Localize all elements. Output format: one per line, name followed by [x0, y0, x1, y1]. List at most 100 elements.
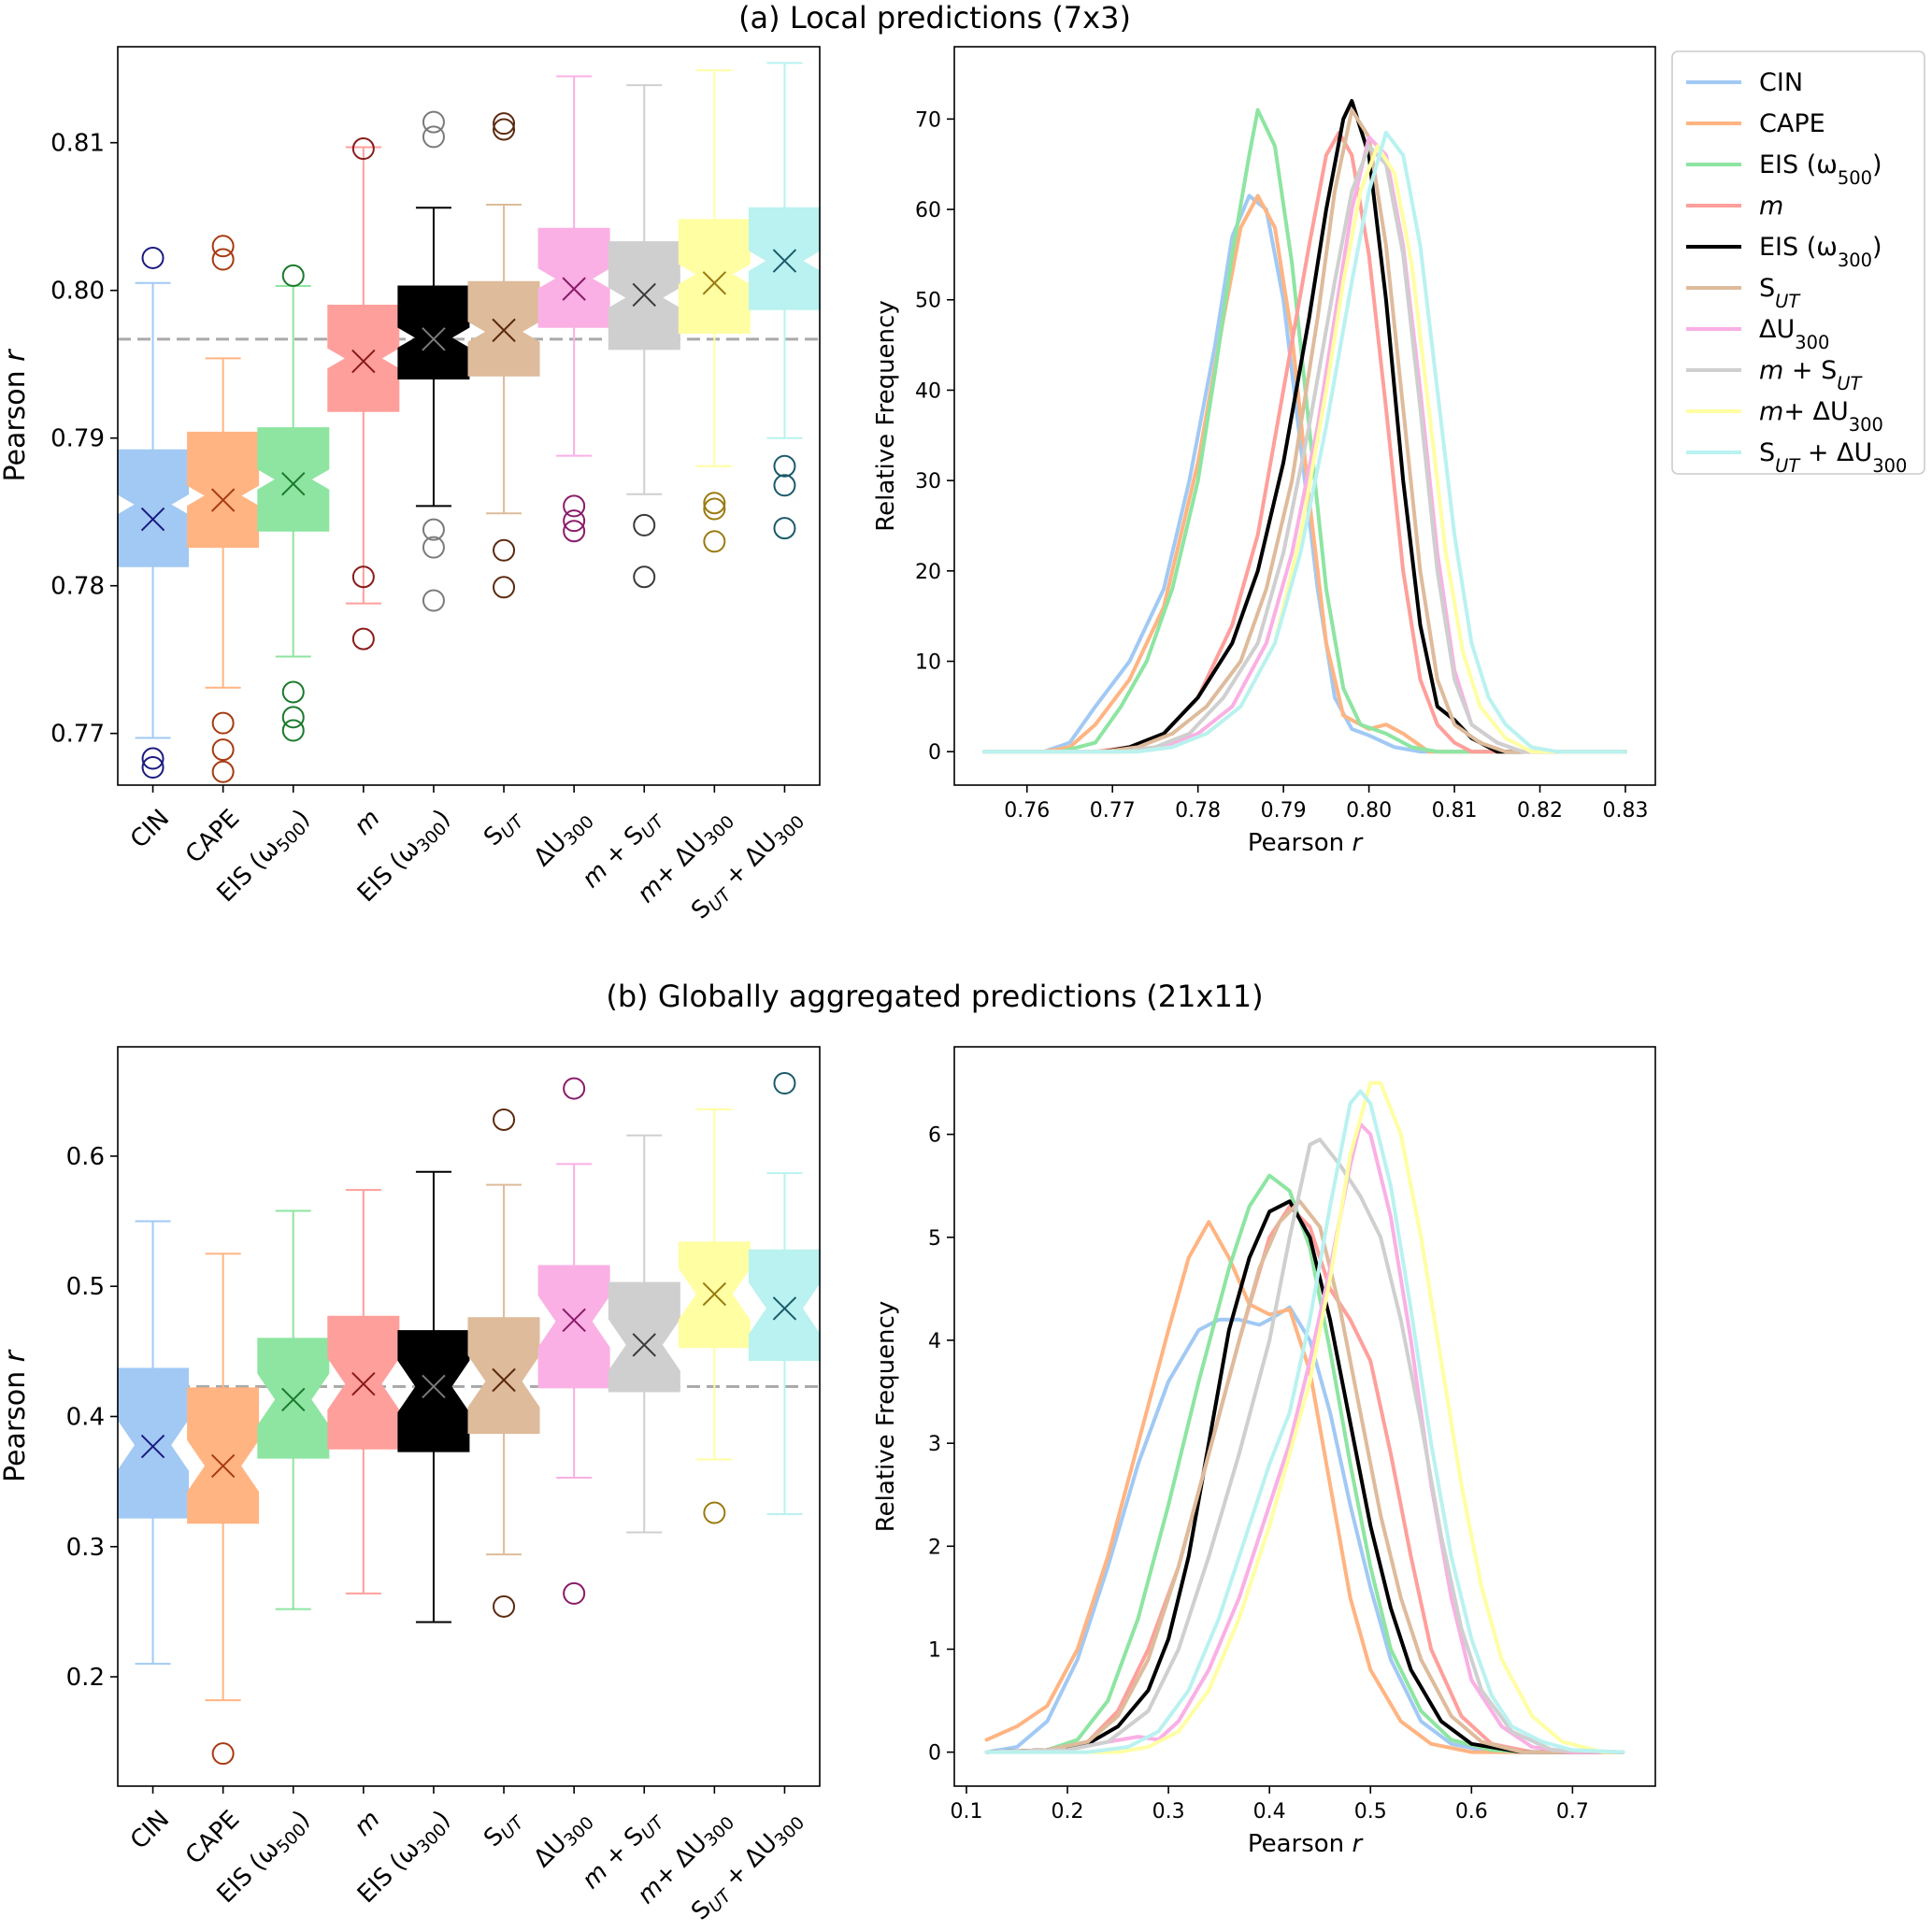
mean-marker: [281, 1387, 306, 1412]
legend-label-part: ΔU: [1759, 315, 1795, 344]
legend-label-part: CIN: [1759, 68, 1803, 97]
y-tick-label: 6: [928, 1124, 941, 1148]
outlier-point: [703, 497, 726, 521]
outlier-point: [773, 474, 796, 497]
outlier-point: [281, 719, 305, 742]
outlier-point: [141, 747, 165, 770]
mean-marker: [772, 249, 797, 273]
y-tick-label: 20: [915, 561, 941, 584]
legend-label-part: + ΔU: [1783, 397, 1848, 426]
legend-label-part: 300: [1838, 250, 1872, 271]
box-body: [537, 227, 610, 328]
series-line-mSUT: [982, 144, 1627, 754]
legend-label-part: UT: [1775, 291, 1801, 312]
outlier-point: [773, 454, 796, 478]
y-tick-label: 0.80: [50, 278, 105, 306]
outlier-point: [211, 738, 235, 762]
mean-marker: [351, 349, 376, 374]
legend-label-part: 500: [1838, 167, 1872, 189]
y-axis-label-var: r: [0, 1349, 32, 1362]
y-axis-label: Pearson r: [0, 1349, 32, 1482]
outlier-point: [703, 492, 726, 515]
box-mdU: [678, 69, 751, 553]
outlier-point: [493, 1595, 516, 1618]
outlier-point: [703, 530, 726, 553]
outlier-point: [351, 137, 375, 161]
box-dU300: [537, 1077, 610, 1605]
mean-marker: [702, 271, 727, 295]
axes-frame: [953, 46, 1656, 786]
y-tick-label: 0.4: [66, 1404, 105, 1432]
mean-marker: [632, 1333, 656, 1357]
y-tick-label: 0: [928, 741, 941, 765]
x-tick-label: 0.7: [1556, 1800, 1589, 1824]
y-tick-label: 0.78: [50, 573, 105, 601]
panel-a-title: (a) Local predictions (7x3): [738, 0, 1131, 36]
outlier-point: [211, 760, 235, 783]
y-tick-label: 0.81: [50, 130, 105, 158]
panel-b-distribution: 0.1 0.2 0.3 0.4 0.5 0.6 0.7 0 1 2 3 4 5 6 Pearson r Rel…: [872, 1046, 1656, 1858]
box-body: [467, 1317, 540, 1435]
legend-label-EIS300: EIS (ω300): [1759, 233, 1882, 271]
y-axis-label-text: Pearson: [0, 362, 32, 482]
outlier-point: [563, 520, 586, 543]
y-tick-label: 2: [928, 1536, 941, 1559]
y-axis-label: Relative Frequency: [872, 300, 900, 531]
x-tick-label: 0.83: [1602, 799, 1648, 822]
legend-label-part: m: [1759, 356, 1783, 385]
y-axis-label-text: Pearson: [0, 1362, 32, 1482]
mean-marker: [422, 327, 446, 351]
outlier-point: [141, 756, 165, 780]
outlier-point: [281, 680, 305, 704]
x-tick-label: 0.76: [1004, 799, 1050, 822]
series-line-CIN: [984, 1305, 1625, 1754]
mean-marker: [140, 1434, 165, 1459]
y-axis-label: Pearson r: [0, 349, 32, 482]
box-mSUT: [608, 1134, 680, 1534]
y-axis-label-var: r: [0, 349, 32, 362]
mean-marker: [562, 277, 586, 301]
outlier-point: [141, 246, 165, 269]
outlier-point: [773, 517, 796, 540]
box-CIN: [117, 1220, 190, 1666]
outlier-point: [773, 1071, 796, 1094]
legend-label-mSUT: m + SUT: [1759, 356, 1863, 394]
x-axis-label: Pearson r: [1248, 1830, 1365, 1858]
legend-label-dU300: ΔU300: [1759, 315, 1829, 353]
x-axis-label-var: r: [1352, 1830, 1364, 1858]
x-tick-label: 0.1: [950, 1800, 982, 1824]
box-EIS300: [397, 110, 470, 612]
outlier-point: [563, 509, 586, 533]
y-tick-label: 4: [928, 1330, 941, 1353]
outlier-point: [211, 1742, 235, 1766]
box-body: [608, 1281, 680, 1393]
x-tick-label: 0.80: [1346, 799, 1392, 822]
outlier-point: [211, 235, 235, 258]
panel-a-distribution: 0.76 0.77 0.78 0.79 0.80 0.81 0.82 0.83 0 10 20 30 4…: [872, 46, 1656, 857]
y-tick-label: 0.3: [66, 1534, 105, 1562]
axes-frame: [117, 46, 821, 786]
outlier-point: [703, 1501, 726, 1524]
outlier-point: [422, 536, 445, 559]
legend-label-part: EIS (ω: [1759, 150, 1838, 179]
y-tick-label: 0.6: [66, 1143, 105, 1171]
outlier-point: [493, 538, 516, 562]
y-axis-label: Relative Frequency: [872, 1301, 900, 1532]
series-line-mSUT: [984, 1137, 1625, 1754]
legend-label-part: S: [1759, 438, 1775, 467]
box-body: [187, 1387, 260, 1524]
mean-marker: [632, 282, 656, 308]
mean-marker: [281, 471, 306, 496]
y-tick-label: 0.77: [50, 721, 105, 749]
box-dU300: [537, 75, 610, 543]
legend-label-CIN: CIN: [1759, 68, 1803, 97]
x-tick-label: 0.78: [1175, 799, 1221, 822]
y-tick-label: 70: [915, 108, 941, 132]
mean-marker: [351, 1371, 376, 1396]
legend-label-part: UT: [1837, 373, 1863, 394]
outlier-point: [422, 125, 445, 149]
